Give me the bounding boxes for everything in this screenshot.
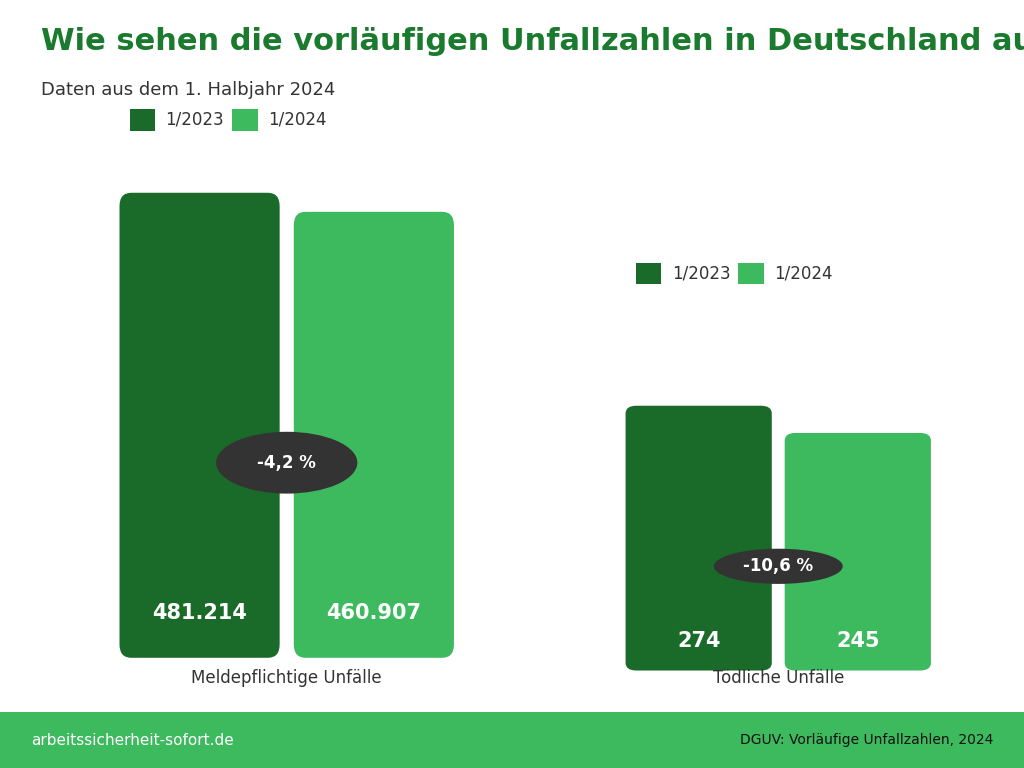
Text: arbeitssicherheit-sofort.de: arbeitssicherheit-sofort.de	[31, 733, 233, 748]
Text: 245: 245	[836, 631, 880, 650]
Text: Wie sehen die vorläufigen Unfallzahlen in Deutschland aus?: Wie sehen die vorläufigen Unfallzahlen i…	[41, 27, 1024, 56]
Text: -4,2 %: -4,2 %	[257, 454, 316, 472]
Text: 460.907: 460.907	[327, 603, 421, 623]
Text: 1/2024: 1/2024	[268, 111, 327, 129]
FancyBboxPatch shape	[0, 712, 1024, 768]
Ellipse shape	[714, 548, 843, 584]
Text: 1/2023: 1/2023	[166, 111, 224, 129]
Text: Daten aus dem 1. Halbjahr 2024: Daten aus dem 1. Halbjahr 2024	[41, 81, 335, 98]
Text: 481.214: 481.214	[153, 603, 247, 623]
Text: 1/2023: 1/2023	[672, 264, 730, 283]
FancyBboxPatch shape	[784, 433, 931, 670]
Text: 1/2024: 1/2024	[774, 264, 833, 283]
FancyBboxPatch shape	[626, 406, 772, 670]
Text: 274: 274	[677, 631, 721, 650]
Ellipse shape	[216, 432, 357, 494]
Text: Meldepflichtige Unfälle: Meldepflichtige Unfälle	[191, 670, 382, 687]
Text: Tödliche Unfälle: Tödliche Unfälle	[713, 670, 844, 687]
FancyBboxPatch shape	[120, 193, 280, 657]
Text: -10,6 %: -10,6 %	[743, 558, 813, 575]
FancyBboxPatch shape	[294, 212, 454, 657]
Text: DGUV: Vorläufige Unfallzahlen, 2024: DGUV: Vorläufige Unfallzahlen, 2024	[740, 733, 993, 747]
